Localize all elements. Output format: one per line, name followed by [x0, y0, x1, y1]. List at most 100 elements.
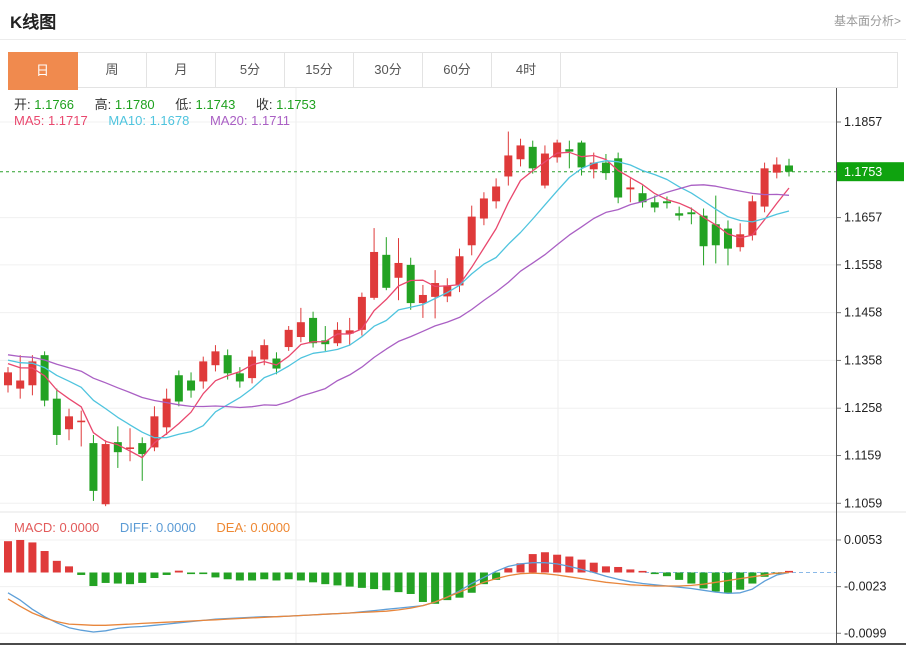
macd-bar — [418, 572, 427, 602]
tab-15分[interactable]: 15分 — [285, 53, 354, 87]
macd-bar — [101, 572, 110, 583]
candles-group — [4, 131, 793, 507]
tab-30分[interactable]: 30分 — [354, 53, 423, 87]
ma10-line — [7, 160, 790, 439]
price-tick-label: 1.1358 — [844, 353, 882, 367]
low-value: 1.1743 — [195, 97, 236, 112]
candle — [77, 410, 86, 447]
macd-bar — [248, 572, 257, 581]
period-tab-bar: 日周月 5分 15分 30分 60分 4时 — [8, 52, 898, 90]
ma10-label: MA10: — [108, 113, 146, 128]
dea-value: 0.0000 — [250, 520, 291, 535]
macd-bar — [345, 572, 354, 587]
page-header: K线图 基本面分析> — [0, 0, 906, 40]
kline-chart-canvas[interactable]: 1.1857 1.1657 1.1558 1.1458 1.1358 1.1258 1.11… — [0, 88, 906, 648]
macd-bar — [687, 572, 696, 584]
macd-bar — [650, 572, 659, 575]
macd-bar — [357, 572, 366, 588]
dea-label: DEA: — [216, 520, 247, 535]
candle — [614, 152, 623, 204]
macd-bar — [150, 572, 159, 579]
price-tick-label: 1.1558 — [844, 258, 882, 272]
macd-tick-label: -0.0099 — [844, 626, 886, 640]
ma20-line — [7, 184, 790, 409]
candle — [565, 140, 574, 169]
open-label: 开: — [14, 97, 31, 112]
candle — [760, 162, 769, 213]
candle — [174, 370, 183, 407]
macd-bar — [162, 572, 171, 575]
candle — [650, 195, 659, 213]
macd-readout: MACD: 0.0000 DIFF: 0.0000 DEA: 0.0000 — [14, 520, 307, 535]
fundamental-analysis-link[interactable]: 基本面分析> — [833, 14, 901, 28]
macd-bar — [431, 572, 440, 604]
candle — [199, 356, 208, 389]
candle — [418, 284, 427, 318]
macd-bar — [589, 562, 598, 573]
macd-bar — [784, 570, 793, 573]
candle — [345, 317, 354, 346]
tab-月[interactable]: 月 — [147, 53, 216, 87]
macd-bar — [382, 572, 391, 591]
macd-bar — [370, 572, 379, 590]
high-value: 1.1780 — [114, 97, 155, 112]
macd-label: MACD: — [14, 520, 56, 535]
candle — [89, 434, 98, 501]
candle — [260, 339, 269, 366]
ohlc-readout: 开: 1.1766 高: 1.1780 低: 1.1743 收: 1.1753 — [14, 94, 333, 113]
tab-5分[interactable]: 5分 — [216, 53, 285, 87]
macd-bar — [443, 572, 452, 601]
macd-gridlines: 0.0053 -0.0023 -0.0099 — [0, 533, 886, 640]
candle — [492, 178, 501, 209]
candle — [479, 192, 488, 226]
macd-bar — [662, 572, 671, 577]
close-value: 1.1753 — [276, 97, 316, 112]
macd-bar — [126, 572, 135, 585]
macd-bar — [77, 572, 86, 575]
price-tick-label: 1.1258 — [844, 401, 882, 415]
macd-bar — [333, 572, 342, 586]
candle — [248, 350, 257, 384]
ma5-line — [7, 151, 790, 459]
macd-bar — [748, 572, 757, 584]
candle — [711, 195, 720, 264]
candle — [235, 367, 244, 388]
candle — [162, 388, 171, 435]
candle — [638, 185, 647, 208]
price-tick-label: 1.1159 — [844, 449, 881, 463]
price-gridlines — [0, 121, 836, 504]
current-price-label: 1.1753 — [844, 165, 882, 179]
candle — [138, 437, 147, 481]
candle — [150, 406, 159, 452]
candle — [675, 206, 684, 221]
price-axis-labels: 1.1857 1.1657 1.1558 1.1458 1.1358 1.1258 1.11… — [836, 115, 882, 510]
tab-4时[interactable]: 4时 — [492, 53, 561, 87]
tab-周[interactable]: 周 — [78, 53, 147, 87]
candle — [382, 237, 391, 291]
candle — [748, 195, 757, 241]
candle — [296, 307, 305, 343]
candle — [723, 220, 732, 266]
macd-value: 0.0000 — [59, 520, 100, 535]
ma5-label: MA5: — [14, 113, 45, 128]
macd-bar — [65, 566, 74, 573]
tab-60分[interactable]: 60分 — [423, 53, 492, 87]
macd-bar — [321, 572, 330, 585]
price-tick-label: 1.1657 — [844, 211, 882, 225]
candle — [370, 228, 379, 300]
macd-bar — [504, 568, 513, 573]
ma20-label: MA20: — [209, 113, 248, 128]
diff-value: 0.0000 — [156, 520, 196, 535]
macd-bar — [626, 569, 635, 573]
candle — [4, 367, 12, 393]
tab-bar-filler — [561, 53, 897, 87]
macd-bar — [138, 572, 147, 583]
macd-bar — [187, 572, 196, 575]
macd-bar — [113, 572, 122, 584]
macd-bar — [565, 556, 574, 573]
macd-bar — [394, 572, 403, 593]
macd-bar — [479, 572, 488, 585]
macd-bar — [211, 572, 220, 578]
tab-日[interactable]: 日 — [8, 52, 78, 90]
high-label: 高: — [94, 97, 112, 112]
